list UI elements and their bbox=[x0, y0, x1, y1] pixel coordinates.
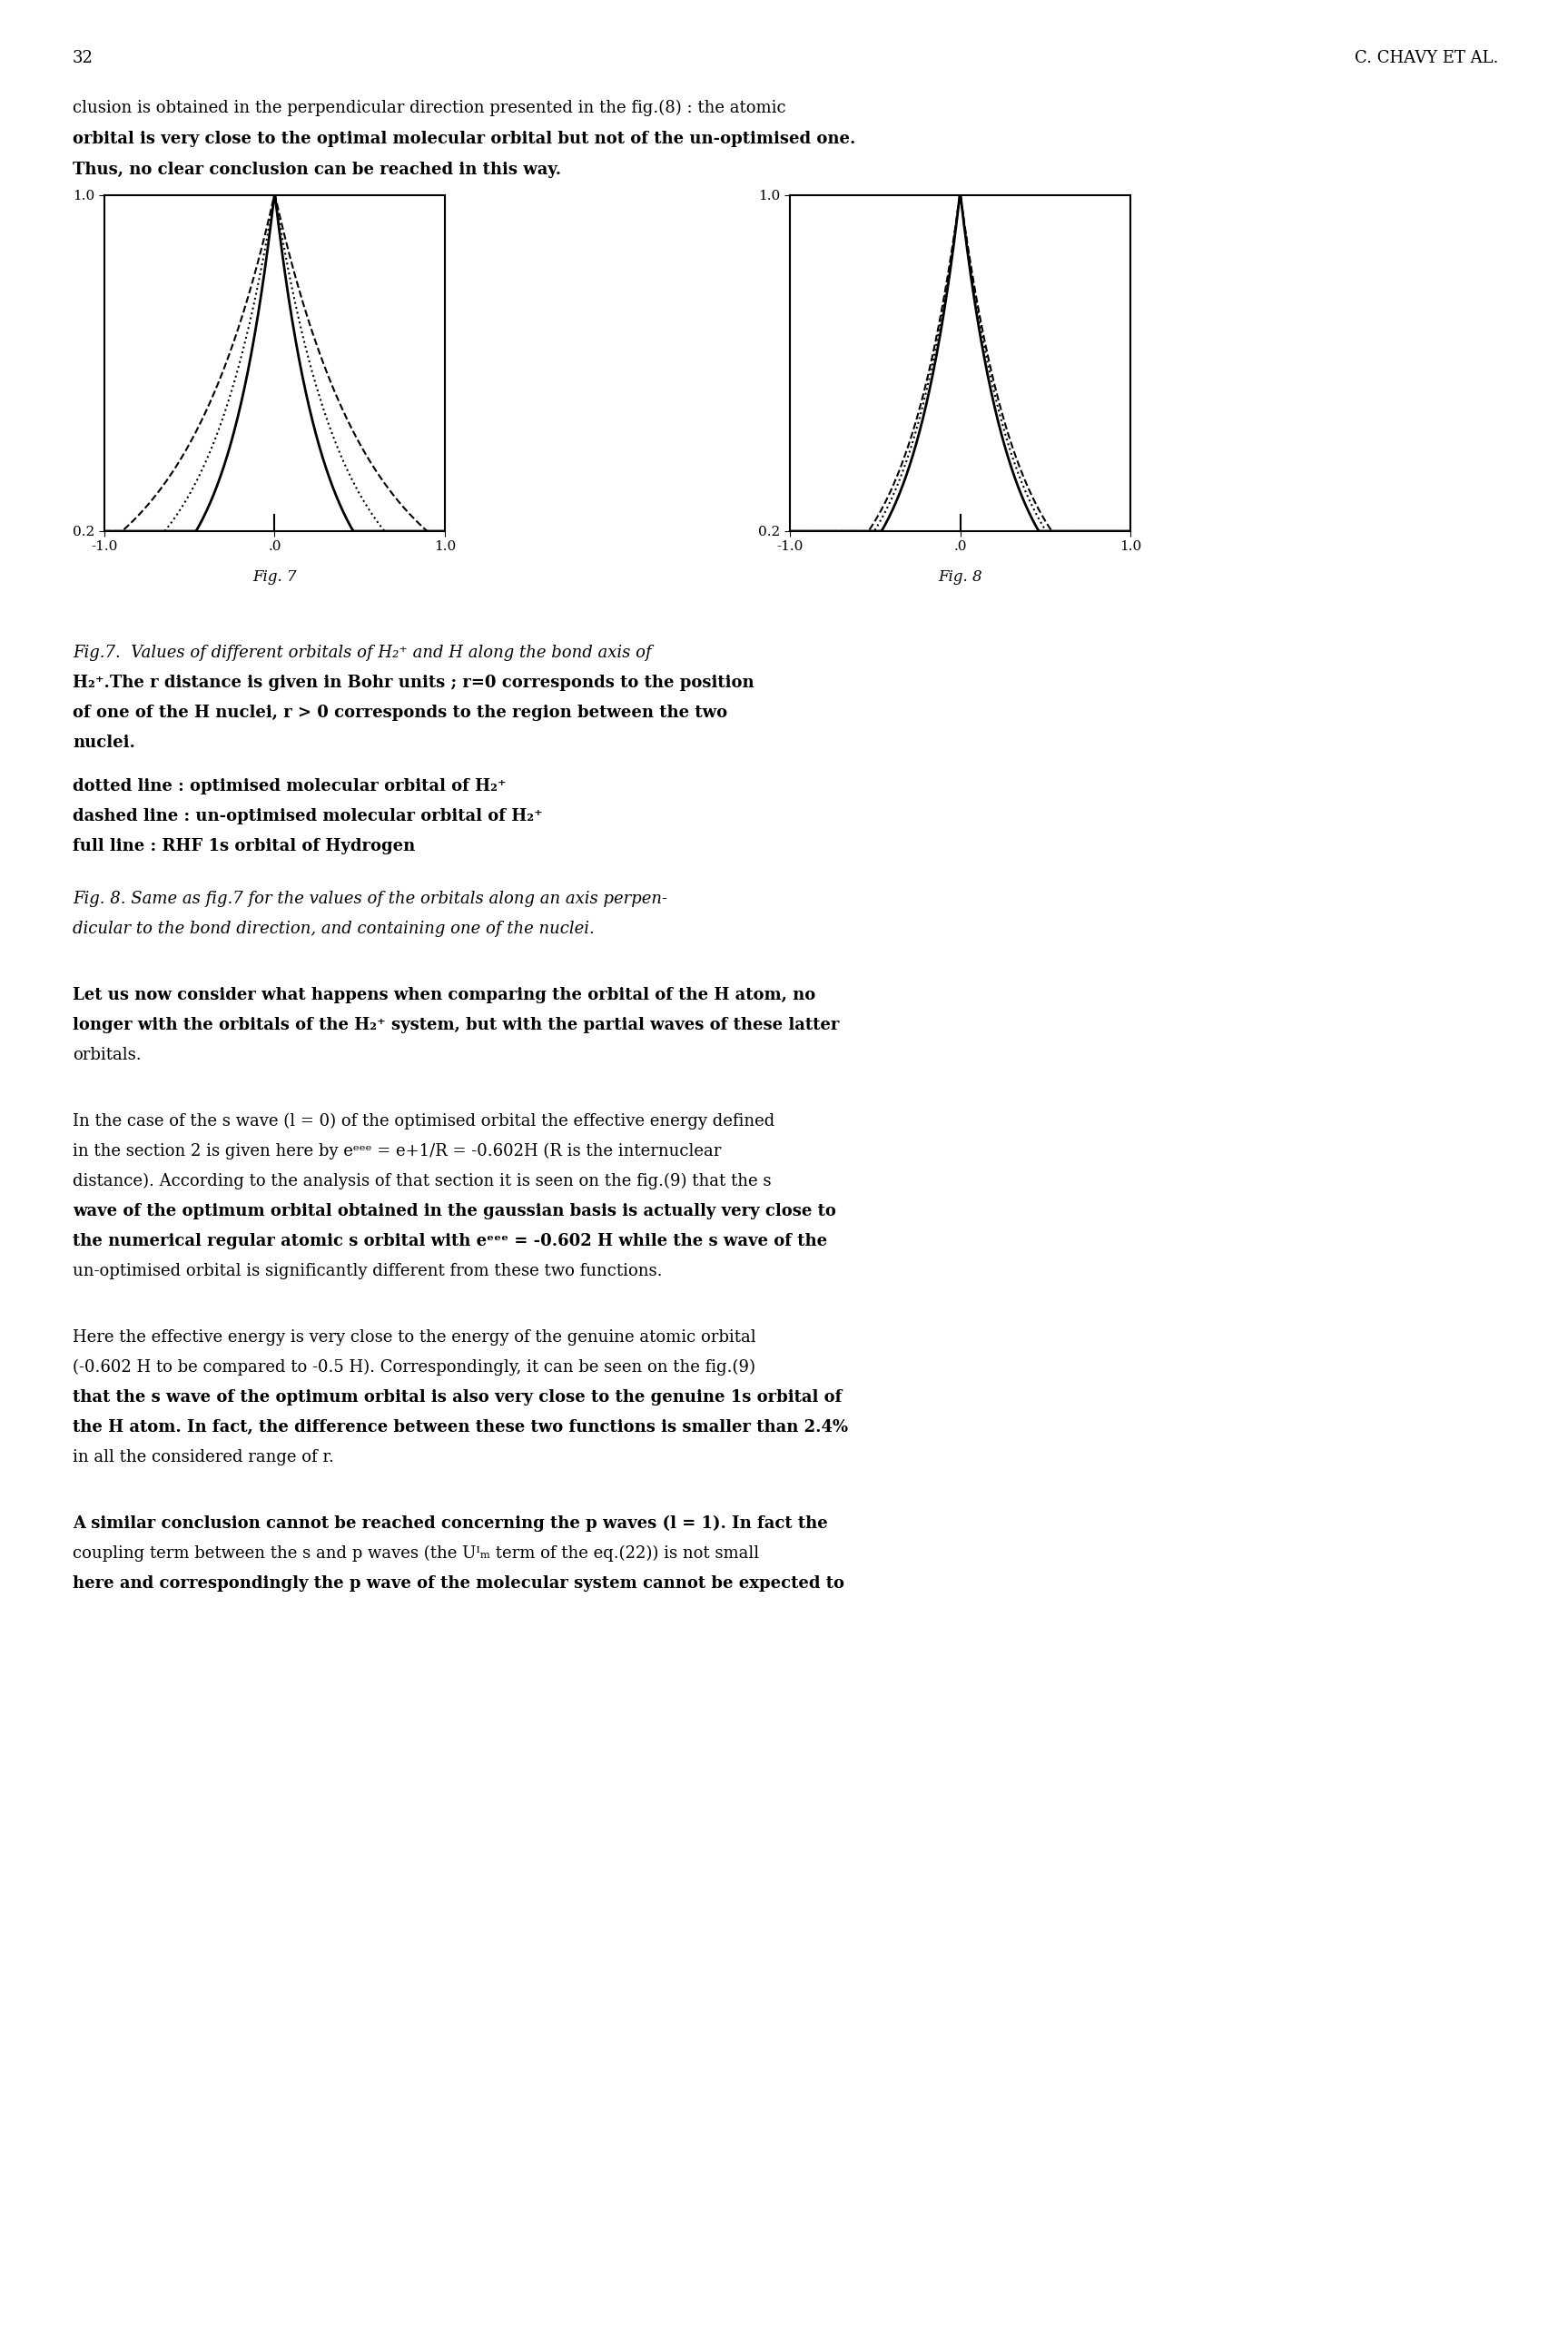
Text: orbital is very close to the optimal molecular orbital but not of the un-optimis: orbital is very close to the optimal mol… bbox=[72, 131, 856, 148]
Text: dashed line : un-optimised molecular orbital of H₂⁺: dashed line : un-optimised molecular orb… bbox=[72, 808, 543, 824]
Text: longer with the orbitals of the H₂⁺ system, but with the partial waves of these : longer with the orbitals of the H₂⁺ syst… bbox=[72, 1017, 839, 1033]
Text: in the section 2 is given here by eᵉᵉᵉ = e+1/R = -0.602H (R is the internuclear: in the section 2 is given here by eᵉᵉᵉ =… bbox=[72, 1143, 721, 1160]
Text: un-optimised orbital is significantly different from these two functions.: un-optimised orbital is significantly di… bbox=[72, 1263, 662, 1280]
Text: Fig.7.  Values of different orbitals of H₂⁺ and H along the bond axis of: Fig.7. Values of different orbitals of H… bbox=[72, 646, 652, 662]
Text: H₂⁺.The r distance is given in Bohr units ; r=0 corresponds to the position: H₂⁺.The r distance is given in Bohr unit… bbox=[72, 674, 754, 690]
Text: Fig. 7: Fig. 7 bbox=[252, 568, 296, 585]
Text: Thus, no clear conclusion can be reached in this way.: Thus, no clear conclusion can be reached… bbox=[72, 162, 561, 178]
Text: that the s wave of the optimum orbital is also very close to the genuine 1s orbi: that the s wave of the optimum orbital i… bbox=[72, 1390, 842, 1406]
Text: clusion is obtained in the perpendicular direction presented in the fig.(8) : th: clusion is obtained in the perpendicular… bbox=[72, 101, 786, 117]
Text: here and correspondingly the p wave of the molecular system cannot be expected t: here and correspondingly the p wave of t… bbox=[72, 1576, 845, 1592]
Text: Fig. 8: Fig. 8 bbox=[938, 568, 982, 585]
Text: dicular to the bond direction, and containing one of the nuclei.: dicular to the bond direction, and conta… bbox=[72, 920, 594, 937]
Text: Let us now consider what happens when comparing the orbital of the H atom, no: Let us now consider what happens when co… bbox=[72, 986, 815, 1003]
Text: of one of the H nuclei, r > 0 corresponds to the region between the two: of one of the H nuclei, r > 0 correspond… bbox=[72, 704, 728, 721]
Text: wave of the optimum orbital obtained in the gaussian basis is actually very clos: wave of the optimum orbital obtained in … bbox=[72, 1202, 836, 1219]
Text: A similar conclusion cannot be reached concerning the p waves (l = 1). In fact t: A similar conclusion cannot be reached c… bbox=[72, 1514, 828, 1531]
Text: In the case of the s wave (l = 0) of the optimised orbital the effective energy : In the case of the s wave (l = 0) of the… bbox=[72, 1113, 775, 1129]
Text: (-0.602 H to be compared to -0.5 H). Correspondingly, it can be seen on the fig.: (-0.602 H to be compared to -0.5 H). Cor… bbox=[72, 1359, 756, 1376]
Text: 32: 32 bbox=[72, 49, 94, 66]
Text: full line : RHF 1s orbital of Hydrogen: full line : RHF 1s orbital of Hydrogen bbox=[72, 838, 416, 855]
Text: coupling term between the s and p waves (the Uᴵₘ term of the eq.(22)) is not sma: coupling term between the s and p waves … bbox=[72, 1545, 759, 1561]
Text: orbitals.: orbitals. bbox=[72, 1047, 141, 1064]
Text: nuclei.: nuclei. bbox=[72, 735, 135, 751]
Text: C. CHAVY ET AL.: C. CHAVY ET AL. bbox=[1355, 49, 1497, 66]
Text: the numerical regular atomic s orbital with eᵉᵉᵉ = -0.602 H while the s wave of : the numerical regular atomic s orbital w… bbox=[72, 1233, 828, 1249]
Text: in all the considered range of r.: in all the considered range of r. bbox=[72, 1449, 334, 1465]
Text: dotted line : optimised molecular orbital of H₂⁺: dotted line : optimised molecular orbita… bbox=[72, 777, 506, 794]
Text: the H atom. In fact, the difference between these two functions is smaller than : the H atom. In fact, the difference betw… bbox=[72, 1418, 848, 1435]
Text: Here the effective energy is very close to the energy of the genuine atomic orbi: Here the effective energy is very close … bbox=[72, 1329, 756, 1345]
Text: distance). According to the analysis of that section it is seen on the fig.(9) t: distance). According to the analysis of … bbox=[72, 1174, 771, 1190]
Text: Fig. 8. Same as fig.7 for the values of the orbitals along an axis perpen-: Fig. 8. Same as fig.7 for the values of … bbox=[72, 890, 668, 906]
